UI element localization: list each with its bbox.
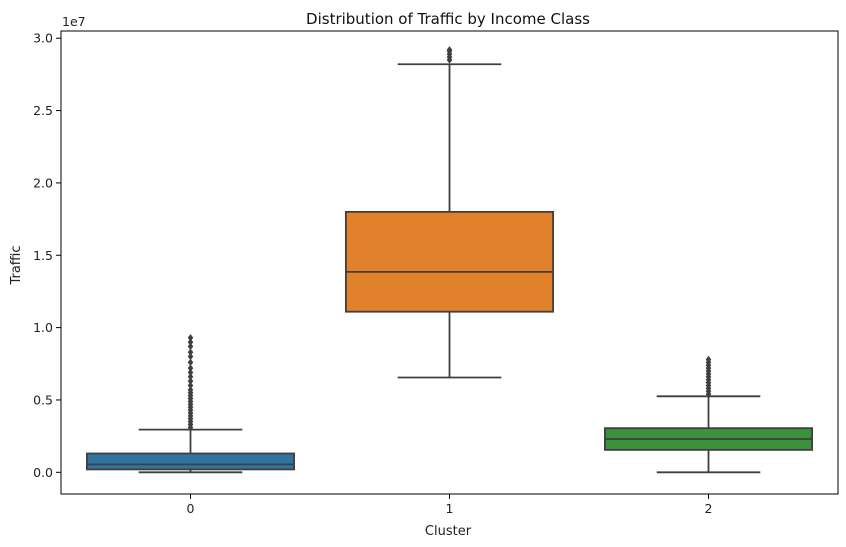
x-axis: 0 1 2 bbox=[187, 494, 713, 516]
y-scale-label: 1e7 bbox=[62, 14, 86, 29]
outlier-point bbox=[187, 373, 194, 381]
chart-title: Distribution of Traffic by Income Class bbox=[306, 10, 590, 28]
outlier-point bbox=[187, 381, 194, 390]
y-axis: 0.0 0.5 1.0 1.5 2.0 2.5 3.0 bbox=[33, 31, 61, 480]
y-tick-label: 0.5 bbox=[33, 392, 53, 407]
box-iqr bbox=[344, 210, 554, 313]
y-tick-label: 1.0 bbox=[33, 320, 53, 335]
outlier-point bbox=[187, 364, 194, 372]
outlier-point bbox=[187, 334, 194, 342]
x-axis-label: Cluster bbox=[425, 524, 472, 539]
outlier-point bbox=[187, 377, 194, 385]
box-group-2 bbox=[604, 355, 814, 474]
y-tick-label: 2.0 bbox=[33, 175, 53, 190]
y-tick-label: 1.5 bbox=[33, 248, 53, 263]
y-tick-label: 0.0 bbox=[33, 465, 53, 480]
outlier-point bbox=[187, 358, 194, 367]
outlier-point bbox=[187, 338, 194, 346]
y-tick-label: 2.5 bbox=[33, 103, 53, 118]
outlier-point bbox=[187, 348, 194, 356]
outlier-point bbox=[187, 368, 194, 377]
outlier-point bbox=[705, 355, 712, 364]
x-tick-label: 0 bbox=[187, 501, 195, 516]
box-group-1 bbox=[344, 46, 554, 379]
box-iqr bbox=[86, 452, 295, 471]
y-tick-label: 3.0 bbox=[33, 31, 53, 46]
outlier-point bbox=[187, 342, 194, 351]
box-group-0 bbox=[86, 334, 295, 474]
outlier-point bbox=[446, 46, 453, 54]
outlier-point bbox=[187, 386, 194, 394]
y-axis-label: Traffic bbox=[9, 245, 24, 285]
plot-area bbox=[86, 46, 814, 474]
outlier-point bbox=[187, 352, 194, 361]
x-tick-label: 1 bbox=[446, 501, 454, 516]
x-tick-label: 2 bbox=[705, 501, 713, 516]
